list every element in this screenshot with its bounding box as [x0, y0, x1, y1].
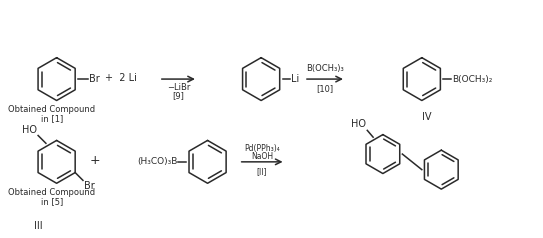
Text: Pd(PPh₃)₄: Pd(PPh₃)₄ — [244, 144, 280, 153]
Text: HO: HO — [22, 124, 37, 134]
Text: NaOH: NaOH — [251, 152, 273, 161]
Text: Br: Br — [89, 74, 99, 84]
Text: Li: Li — [292, 74, 300, 84]
Text: [II]: [II] — [257, 167, 267, 176]
Text: HO: HO — [351, 119, 367, 129]
Text: in [5]: in [5] — [41, 197, 63, 206]
Text: +: + — [90, 154, 100, 167]
Text: Obtained Compound: Obtained Compound — [8, 105, 96, 114]
Text: IV: IV — [422, 112, 432, 122]
Text: −LiBr: −LiBr — [167, 83, 190, 92]
Text: [9]: [9] — [173, 91, 184, 100]
Text: III: III — [34, 221, 43, 231]
Text: (H₃CO)₃B: (H₃CO)₃B — [137, 157, 178, 166]
Text: [10]: [10] — [317, 84, 333, 93]
Text: Br: Br — [84, 181, 94, 191]
Text: B(OCH₃)₂: B(OCH₃)₂ — [452, 74, 493, 84]
Text: Obtained Compound: Obtained Compound — [8, 188, 96, 197]
Text: B(OCH₃)₃: B(OCH₃)₃ — [306, 64, 344, 73]
Text: in [1]: in [1] — [41, 114, 63, 123]
Text: +  2 Li: + 2 Li — [105, 73, 137, 83]
